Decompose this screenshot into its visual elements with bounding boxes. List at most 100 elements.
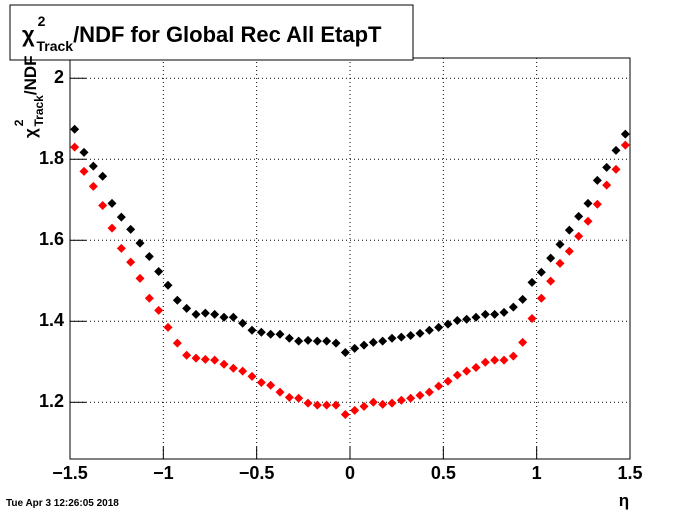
data-point: [247, 371, 257, 381]
data-point: [499, 355, 509, 365]
ylabel-text: /NDF: [21, 55, 40, 95]
title-box: [9, 4, 414, 61]
data-point: [434, 322, 444, 332]
title-sup: 2: [38, 13, 46, 29]
data-point: [107, 223, 117, 233]
data-point: [340, 347, 350, 357]
data-point: [98, 171, 108, 181]
data-point: [443, 319, 453, 329]
timestamp: Tue Apr 3 12:26:05 2018: [6, 498, 119, 509]
data-point: [88, 161, 98, 171]
data-point: [527, 313, 537, 323]
y-tick-label: 1.6: [39, 229, 64, 249]
data-point: [284, 392, 294, 402]
data-point: [574, 231, 584, 241]
data-point: [546, 276, 556, 286]
data-point: [499, 307, 509, 317]
data-point: [536, 293, 546, 303]
y-tick-label: 1.8: [39, 148, 64, 168]
data-point: [107, 198, 117, 208]
x-tick-label: 0: [345, 463, 355, 483]
data-point: [256, 327, 266, 337]
x-tick-label: 1.5: [617, 463, 642, 483]
data-point: [219, 359, 229, 369]
title-sub: Track: [36, 38, 73, 54]
data-point: [126, 257, 136, 267]
data-point: [266, 329, 276, 339]
x-tick-label: 1: [532, 463, 542, 483]
data-point: [172, 295, 182, 305]
data-point: [88, 181, 98, 191]
data-point: [163, 280, 173, 290]
data-point: [144, 251, 154, 261]
ylabel-sup: 2: [12, 119, 26, 126]
data-point: [415, 390, 425, 400]
data-point: [462, 314, 472, 324]
data-point: [555, 239, 565, 249]
data-point: [396, 395, 406, 405]
data-point: [592, 175, 602, 185]
data-point: [350, 405, 360, 415]
data-point: [294, 393, 304, 403]
data-point: [116, 243, 126, 253]
title-text: /NDF for Global Rec All EtapT: [73, 22, 382, 47]
data-point: [238, 318, 248, 328]
data-point: [359, 340, 369, 350]
data-point: [210, 309, 220, 319]
data-point: [135, 238, 145, 248]
data-point: [518, 294, 528, 304]
data-point: [275, 329, 285, 339]
data-point: [154, 266, 164, 276]
data-point: [331, 400, 341, 410]
data-point: [555, 258, 565, 268]
data-point: [592, 199, 602, 209]
x-tick-label: −1: [153, 463, 174, 483]
y-axis-label: χ 2 Track/NDF: [12, 55, 46, 138]
data-point: [611, 145, 621, 155]
plot-content: −1.5 −1 −0.5 0 0.5 1 1.5 1.2 1.4 1.6 1.8 2: [39, 58, 643, 483]
data-point: [424, 325, 434, 335]
data-point: [238, 366, 248, 376]
data-point: [210, 355, 220, 365]
data-point: [294, 336, 304, 346]
data-point: [172, 338, 182, 348]
data-point: [312, 336, 322, 346]
data-point: [359, 401, 369, 411]
data-point: [527, 277, 537, 287]
data-point: [275, 387, 285, 397]
data-point: [70, 124, 80, 134]
data-point: [480, 309, 490, 319]
data-point: [602, 180, 612, 190]
data-point: [518, 337, 528, 347]
data-point: [490, 309, 500, 319]
data-point: [256, 377, 266, 387]
data-point: [564, 225, 574, 235]
data-point: [406, 393, 416, 403]
ylabel-sub: Track: [32, 95, 46, 127]
data-point: [583, 198, 593, 208]
data-point: [135, 273, 145, 283]
data-point: [303, 335, 313, 345]
data-point: [368, 397, 378, 407]
data-point: [116, 212, 126, 222]
data-point: [536, 267, 546, 277]
data-point: [331, 338, 341, 348]
data-point: [284, 333, 294, 343]
data-point: [471, 312, 481, 322]
data-point: [154, 305, 164, 315]
data-point: [378, 399, 388, 409]
data-point: [508, 302, 518, 312]
data-point: [79, 166, 89, 176]
data-point: [452, 370, 462, 380]
data-point: [387, 398, 397, 408]
data-point: [70, 142, 80, 152]
data-point: [490, 355, 500, 365]
data-point: [322, 336, 332, 346]
data-point: [79, 147, 89, 157]
data-point: [396, 332, 406, 342]
data-point: [620, 129, 630, 139]
y-tick-label: 1.4: [39, 310, 64, 330]
data-point: [228, 363, 238, 373]
